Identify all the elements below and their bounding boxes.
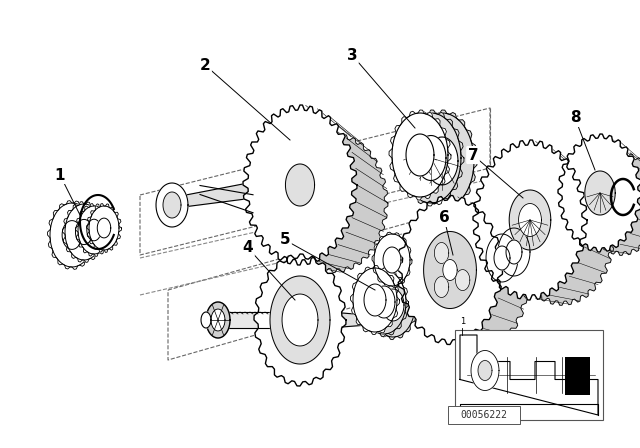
Text: 6: 6 <box>438 211 449 225</box>
Polygon shape <box>97 218 111 238</box>
Polygon shape <box>285 164 315 206</box>
Bar <box>564 357 589 395</box>
Polygon shape <box>369 271 417 340</box>
Polygon shape <box>282 294 318 346</box>
Polygon shape <box>585 171 615 215</box>
Polygon shape <box>270 276 330 364</box>
Polygon shape <box>86 203 122 252</box>
Text: 5: 5 <box>280 233 291 247</box>
Polygon shape <box>76 203 113 256</box>
Polygon shape <box>471 350 499 391</box>
Polygon shape <box>498 228 530 276</box>
Bar <box>455 330 603 420</box>
Text: 2: 2 <box>200 57 211 73</box>
Polygon shape <box>211 309 225 331</box>
Polygon shape <box>558 134 640 252</box>
Polygon shape <box>584 153 640 255</box>
Polygon shape <box>509 167 614 305</box>
Text: 1: 1 <box>55 168 65 182</box>
Polygon shape <box>364 284 386 316</box>
Polygon shape <box>506 240 522 264</box>
Polygon shape <box>374 234 410 286</box>
Polygon shape <box>435 276 449 297</box>
Polygon shape <box>383 247 401 273</box>
Polygon shape <box>160 176 284 210</box>
Polygon shape <box>426 137 458 185</box>
Polygon shape <box>406 134 434 176</box>
Polygon shape <box>201 312 211 328</box>
Polygon shape <box>486 234 518 282</box>
Polygon shape <box>342 313 380 327</box>
Polygon shape <box>407 110 477 212</box>
Polygon shape <box>416 135 446 181</box>
Text: 1: 1 <box>460 317 465 326</box>
Polygon shape <box>382 289 404 321</box>
Polygon shape <box>63 202 106 263</box>
Polygon shape <box>478 361 492 380</box>
Polygon shape <box>424 232 476 309</box>
Polygon shape <box>398 110 464 206</box>
Polygon shape <box>362 270 406 334</box>
Polygon shape <box>494 246 510 270</box>
Polygon shape <box>372 232 412 288</box>
Text: 7: 7 <box>468 147 478 163</box>
Polygon shape <box>397 195 502 345</box>
Polygon shape <box>220 312 270 328</box>
Polygon shape <box>254 254 346 386</box>
Bar <box>448 406 520 424</box>
Polygon shape <box>360 267 408 336</box>
Polygon shape <box>432 220 528 350</box>
Polygon shape <box>401 113 461 203</box>
Polygon shape <box>62 220 82 250</box>
Text: 3: 3 <box>347 47 357 63</box>
Polygon shape <box>243 105 357 265</box>
Polygon shape <box>351 266 399 335</box>
Text: 00056222: 00056222 <box>461 410 508 420</box>
Text: 8: 8 <box>570 111 580 125</box>
Polygon shape <box>282 134 388 272</box>
Polygon shape <box>353 268 397 332</box>
Polygon shape <box>371 273 415 337</box>
Polygon shape <box>87 219 101 241</box>
Text: 4: 4 <box>243 241 253 255</box>
Polygon shape <box>473 140 587 300</box>
Polygon shape <box>78 206 110 254</box>
Polygon shape <box>65 204 103 260</box>
Polygon shape <box>410 113 474 209</box>
Polygon shape <box>443 259 457 280</box>
Polygon shape <box>392 113 448 197</box>
Polygon shape <box>435 242 449 263</box>
Polygon shape <box>456 270 470 291</box>
Polygon shape <box>373 286 395 318</box>
Polygon shape <box>156 183 188 227</box>
Polygon shape <box>163 192 181 218</box>
Polygon shape <box>389 110 451 200</box>
Polygon shape <box>89 206 119 250</box>
Polygon shape <box>50 203 94 267</box>
Polygon shape <box>76 220 93 245</box>
Polygon shape <box>509 190 551 250</box>
Polygon shape <box>206 302 230 338</box>
Polygon shape <box>47 201 97 269</box>
Polygon shape <box>518 203 541 237</box>
